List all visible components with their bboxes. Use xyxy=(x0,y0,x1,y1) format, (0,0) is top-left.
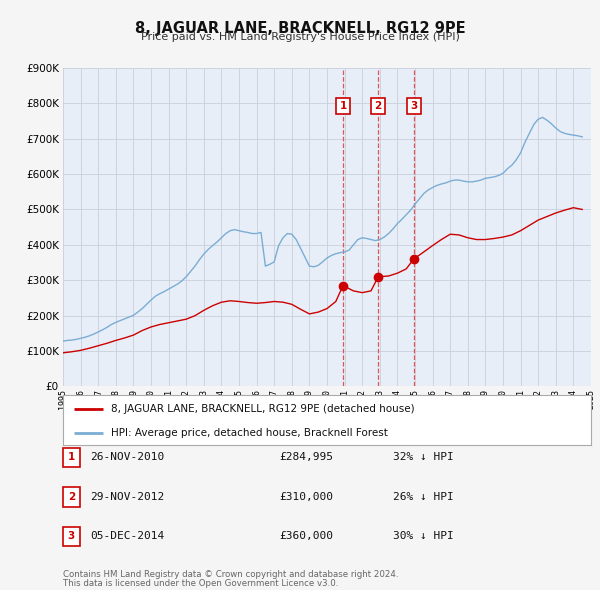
Text: 26-NOV-2010: 26-NOV-2010 xyxy=(90,453,164,462)
Text: Price paid vs. HM Land Registry's House Price Index (HPI): Price paid vs. HM Land Registry's House … xyxy=(140,32,460,42)
Text: This data is licensed under the Open Government Licence v3.0.: This data is licensed under the Open Gov… xyxy=(63,579,338,588)
Text: 1: 1 xyxy=(68,453,75,462)
Text: 05-DEC-2014: 05-DEC-2014 xyxy=(90,532,164,541)
Text: £284,995: £284,995 xyxy=(279,453,333,462)
Text: 3: 3 xyxy=(68,532,75,541)
Text: 32% ↓ HPI: 32% ↓ HPI xyxy=(393,453,454,462)
Text: 8, JAGUAR LANE, BRACKNELL, RG12 9PE (detached house): 8, JAGUAR LANE, BRACKNELL, RG12 9PE (det… xyxy=(110,404,414,414)
Text: 29-NOV-2012: 29-NOV-2012 xyxy=(90,492,164,502)
Text: Contains HM Land Registry data © Crown copyright and database right 2024.: Contains HM Land Registry data © Crown c… xyxy=(63,571,398,579)
Text: HPI: Average price, detached house, Bracknell Forest: HPI: Average price, detached house, Brac… xyxy=(110,428,388,438)
Text: 1: 1 xyxy=(340,101,347,111)
Text: £360,000: £360,000 xyxy=(279,532,333,541)
Text: 30% ↓ HPI: 30% ↓ HPI xyxy=(393,532,454,541)
Text: 26% ↓ HPI: 26% ↓ HPI xyxy=(393,492,454,502)
Text: 3: 3 xyxy=(410,101,418,111)
Text: 2: 2 xyxy=(68,492,75,502)
Text: 2: 2 xyxy=(374,101,382,111)
Text: 8, JAGUAR LANE, BRACKNELL, RG12 9PE: 8, JAGUAR LANE, BRACKNELL, RG12 9PE xyxy=(134,21,466,35)
Text: £310,000: £310,000 xyxy=(279,492,333,502)
